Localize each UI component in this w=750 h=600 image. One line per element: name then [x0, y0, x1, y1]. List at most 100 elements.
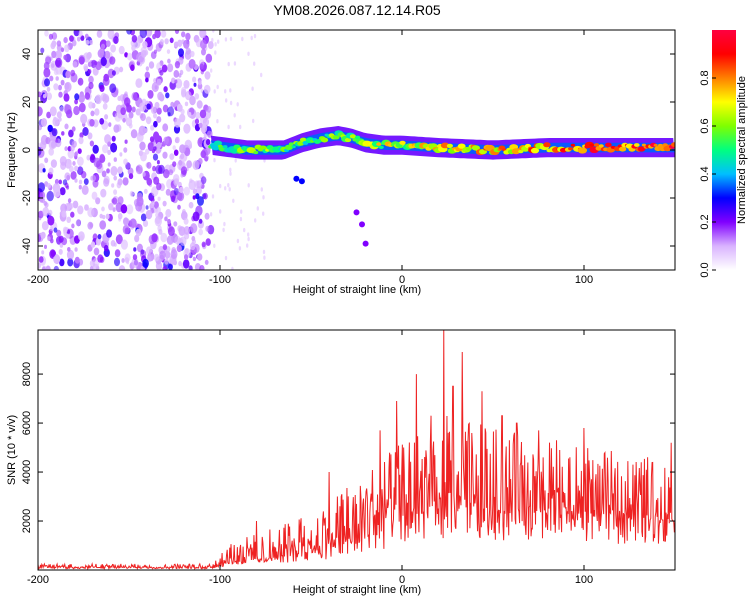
noise-speck [74, 256, 80, 264]
noise-speck [188, 111, 192, 117]
noise-speck [253, 61, 256, 66]
noise-speck [110, 44, 116, 53]
noise-speck [194, 118, 200, 125]
y-tick-label: 6000 [21, 411, 33, 435]
noise-speck [130, 129, 138, 139]
ridge-blob [637, 146, 646, 152]
noise-speck [38, 106, 43, 117]
noise-speck [153, 146, 157, 151]
noise-speck [44, 78, 50, 87]
noise-speck [177, 39, 183, 47]
noise-speck [94, 94, 102, 105]
noise-speck [156, 78, 162, 86]
noise-speck [103, 244, 109, 252]
noise-speck [64, 182, 69, 189]
noise-speck [117, 166, 123, 174]
noise-speck [184, 147, 191, 157]
noise-speck [153, 131, 160, 141]
noise-speck [136, 196, 144, 207]
noise-speck [163, 169, 170, 179]
noise-speck [144, 71, 150, 80]
noise-speck [44, 202, 49, 208]
noise-speck [135, 164, 143, 175]
noise-speck [113, 157, 118, 162]
noise-speck [216, 84, 219, 90]
noise-speck [185, 90, 192, 101]
noise-speck [196, 180, 203, 189]
noise-speck [53, 254, 61, 265]
noise-speck [40, 231, 46, 239]
noise-speck [178, 159, 183, 166]
noise-speck [81, 185, 89, 195]
noise-speck [74, 165, 79, 172]
noise-speck [74, 247, 78, 252]
noise-speck [198, 80, 202, 86]
noise-speck [140, 151, 147, 162]
noise-speck [60, 203, 67, 213]
noise-speck [181, 87, 187, 95]
noise-speck [99, 213, 103, 219]
noise-speck [181, 31, 186, 38]
noise-speck [113, 175, 117, 181]
x-tick-label: -200 [27, 274, 49, 286]
ridge-blob [376, 142, 382, 146]
noise-speck [214, 42, 217, 47]
noise-speck [131, 106, 136, 113]
noise-speck [262, 249, 266, 255]
noise-speck [66, 216, 71, 223]
noise-speck [246, 243, 249, 248]
noise-speck [42, 207, 50, 217]
noise-speck [190, 223, 198, 234]
noise-speck [192, 195, 196, 200]
noise-speck [204, 259, 209, 265]
noise-speck [51, 32, 58, 40]
noise-speck [162, 104, 169, 113]
noise-speck [214, 50, 217, 55]
noise-speck [119, 152, 123, 157]
noise-speck [58, 91, 63, 98]
noise-speck [184, 101, 189, 107]
noise-speck [86, 154, 91, 161]
noise-speck [160, 232, 168, 243]
noise-speck [58, 248, 63, 255]
noise-speck [174, 79, 178, 84]
noise-speck [192, 160, 200, 171]
noise-speck [109, 83, 117, 93]
ridge-blob [288, 142, 294, 146]
noise-speck [260, 72, 263, 78]
noise-speck [122, 177, 129, 186]
noise-speck [102, 144, 109, 154]
noise-speck [122, 117, 126, 123]
noise-speck [70, 144, 75, 152]
noise-speck [135, 228, 142, 237]
noise-speck [51, 128, 58, 137]
noise-speck [162, 265, 168, 270]
noise-speck [53, 116, 57, 122]
noise-speck [262, 195, 265, 200]
noise-speck [88, 75, 94, 84]
noise-speck [66, 109, 73, 119]
noise-speck [77, 148, 82, 155]
noise-speck [139, 102, 146, 112]
noise-speck [70, 211, 75, 218]
noise-speck [104, 134, 112, 144]
noise-speck [103, 73, 109, 82]
noise-speck [206, 130, 213, 138]
noise-speck [59, 156, 67, 166]
noise-speck [233, 61, 237, 66]
noise-speck [74, 178, 78, 183]
x-tick-label: -100 [209, 574, 231, 586]
noise-speck [87, 207, 95, 218]
noise-speck [92, 233, 98, 241]
noise-speck [153, 201, 159, 209]
noise-speck [200, 176, 207, 185]
noise-speck [61, 131, 65, 136]
noise-speck [38, 182, 45, 193]
figure-title: YM08.2026.087.12.14.R05 [273, 2, 441, 18]
noise-speck [120, 239, 128, 250]
noise-speck [183, 80, 190, 89]
noise-speck [94, 108, 100, 116]
noise-speck [96, 30, 103, 38]
secondary-blob [359, 221, 365, 228]
